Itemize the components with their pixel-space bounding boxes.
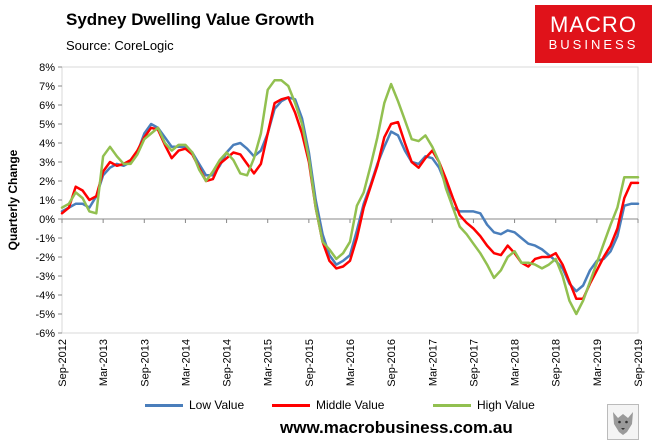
legend-item-low-value: Low Value <box>145 398 244 412</box>
legend-label-high-value: High Value <box>477 398 535 412</box>
wolf-logo-icon <box>607 404 639 440</box>
y-tick-label: -3% <box>35 271 55 283</box>
grid-layer <box>61 66 639 334</box>
y-tick-label: 1% <box>39 195 55 207</box>
x-tick-label: Mar-2014 <box>180 339 192 386</box>
series-layer <box>60 79 640 316</box>
y-tick-label: 2% <box>39 176 55 188</box>
logo-line-1: MACRO <box>550 12 637 37</box>
y-tick-label: 3% <box>39 157 55 169</box>
x-tick-label: Sep-2019 <box>633 339 645 387</box>
x-tick-label: Sep-2017 <box>468 339 480 387</box>
y-tick-label: 5% <box>39 119 55 131</box>
legend-swatch-low-value <box>145 403 183 407</box>
y-axis-title: Quarterly Change <box>6 149 20 250</box>
axis-layer <box>58 66 639 334</box>
x-tick-label: Mar-2015 <box>263 339 275 386</box>
legend-label-middle-value: Middle Value <box>316 398 385 412</box>
y-tick-label: 7% <box>39 81 55 93</box>
x-tick-label: Mar-2013 <box>98 339 110 386</box>
x-tick-label: Sep-2018 <box>551 339 563 387</box>
y-tick-label: 0% <box>39 214 55 226</box>
macrobusiness-logo: MACRO BUSINESS <box>535 5 652 63</box>
x-tick-label: Mar-2017 <box>427 339 439 386</box>
y-tick-label: -2% <box>35 252 55 264</box>
y-tick-label: -5% <box>35 309 55 321</box>
x-tick-label: Sep-2014 <box>222 339 234 387</box>
legend-item-middle-value: Middle Value <box>272 398 384 412</box>
legend-swatch-high-value <box>433 403 471 407</box>
y-tick-label: -4% <box>35 290 55 302</box>
y-tick-label: -1% <box>35 233 55 245</box>
x-tick-label: Sep-2016 <box>386 339 398 387</box>
y-tick-label: 4% <box>39 138 55 150</box>
logo-line-2: BUSINESS <box>548 37 639 52</box>
plot-area <box>61 66 639 334</box>
x-tick-label: Mar-2016 <box>345 339 357 386</box>
y-tick-label: -6% <box>35 328 55 340</box>
x-tick-label: Mar-2019 <box>592 339 604 386</box>
x-tick-label: Sep-2013 <box>139 339 151 387</box>
series-line-high-value <box>60 79 640 316</box>
y-tick-label: 6% <box>39 100 55 112</box>
y-tick-label: 8% <box>39 62 55 74</box>
legend-item-high-value: High Value <box>433 398 535 412</box>
x-tick-label: Sep-2012 <box>57 339 69 387</box>
chart-title: Sydney Dwelling Value Growth <box>66 10 315 29</box>
label-layer: -6% -5% -4% -3% -2% -1% 0% 1% 2% 3% 4% 5% 6% 7% 8% Sep-… <box>6 62 645 387</box>
chart-source: Source: CoreLogic <box>66 38 174 53</box>
footer-url: www.macrobusiness.com.au <box>280 418 513 437</box>
x-tick-label: Mar-2018 <box>510 339 522 386</box>
x-tick-label: Sep-2015 <box>304 339 316 387</box>
legend-swatch-middle-value <box>272 403 310 407</box>
legend-label-low-value: Low Value <box>189 398 245 412</box>
